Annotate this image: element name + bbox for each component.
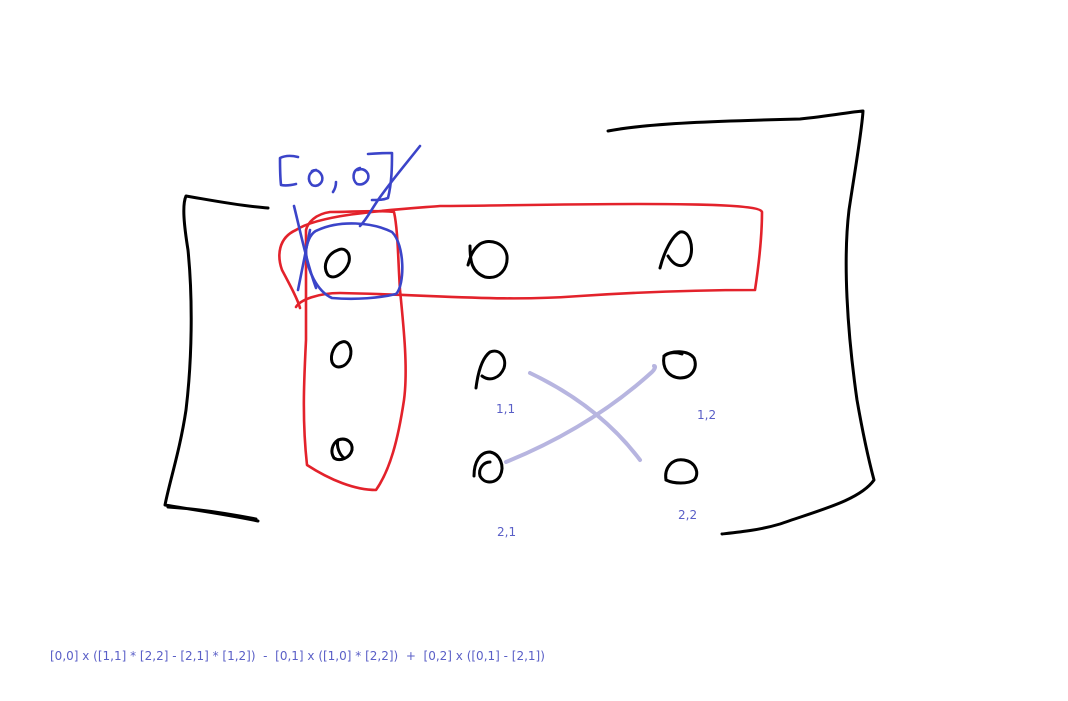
index-pointer-short — [292, 204, 318, 290]
cross-line-2-1-to-1-2 — [504, 364, 658, 464]
pivot-circle — [304, 222, 404, 301]
index-zero-first — [307, 168, 324, 188]
index-comma — [331, 180, 338, 194]
index-close-bracket — [366, 151, 394, 202]
cell-2-1-zero — [472, 450, 504, 484]
row-0-highlight — [278, 202, 764, 310]
cell-2-2-zero — [664, 458, 699, 485]
label-cell-2-2: 2,2 — [678, 508, 698, 522]
cell-0-2-zero — [658, 230, 694, 270]
label-cell-2-1: 2,1 — [497, 525, 517, 539]
index-open-bracket — [278, 154, 300, 187]
cell-1-0-zero — [330, 340, 353, 369]
cell-1-1-zero — [474, 349, 507, 390]
label-cell-1-2: 1,2 — [697, 408, 717, 422]
cross-line-1-1-to-2-2 — [528, 371, 642, 462]
cell-1-2-zero — [662, 350, 697, 380]
right-matrix-bracket — [606, 109, 876, 536]
determinant-formula: [0,0] x ([1,1] * [2,2] - [2,1] * [1,2]) … — [50, 649, 545, 663]
label-cell-1-1: 1,1 — [496, 402, 516, 416]
cell-0-0-zero — [323, 247, 351, 279]
left-matrix-bracket — [163, 194, 270, 523]
index-zero-second — [352, 166, 370, 186]
cell-2-0-zero — [330, 437, 354, 462]
index-pointer-cross — [296, 228, 312, 292]
column-0-highlight — [302, 209, 407, 492]
cell-0-1-zero — [466, 240, 509, 279]
index-strike-long — [358, 144, 422, 228]
